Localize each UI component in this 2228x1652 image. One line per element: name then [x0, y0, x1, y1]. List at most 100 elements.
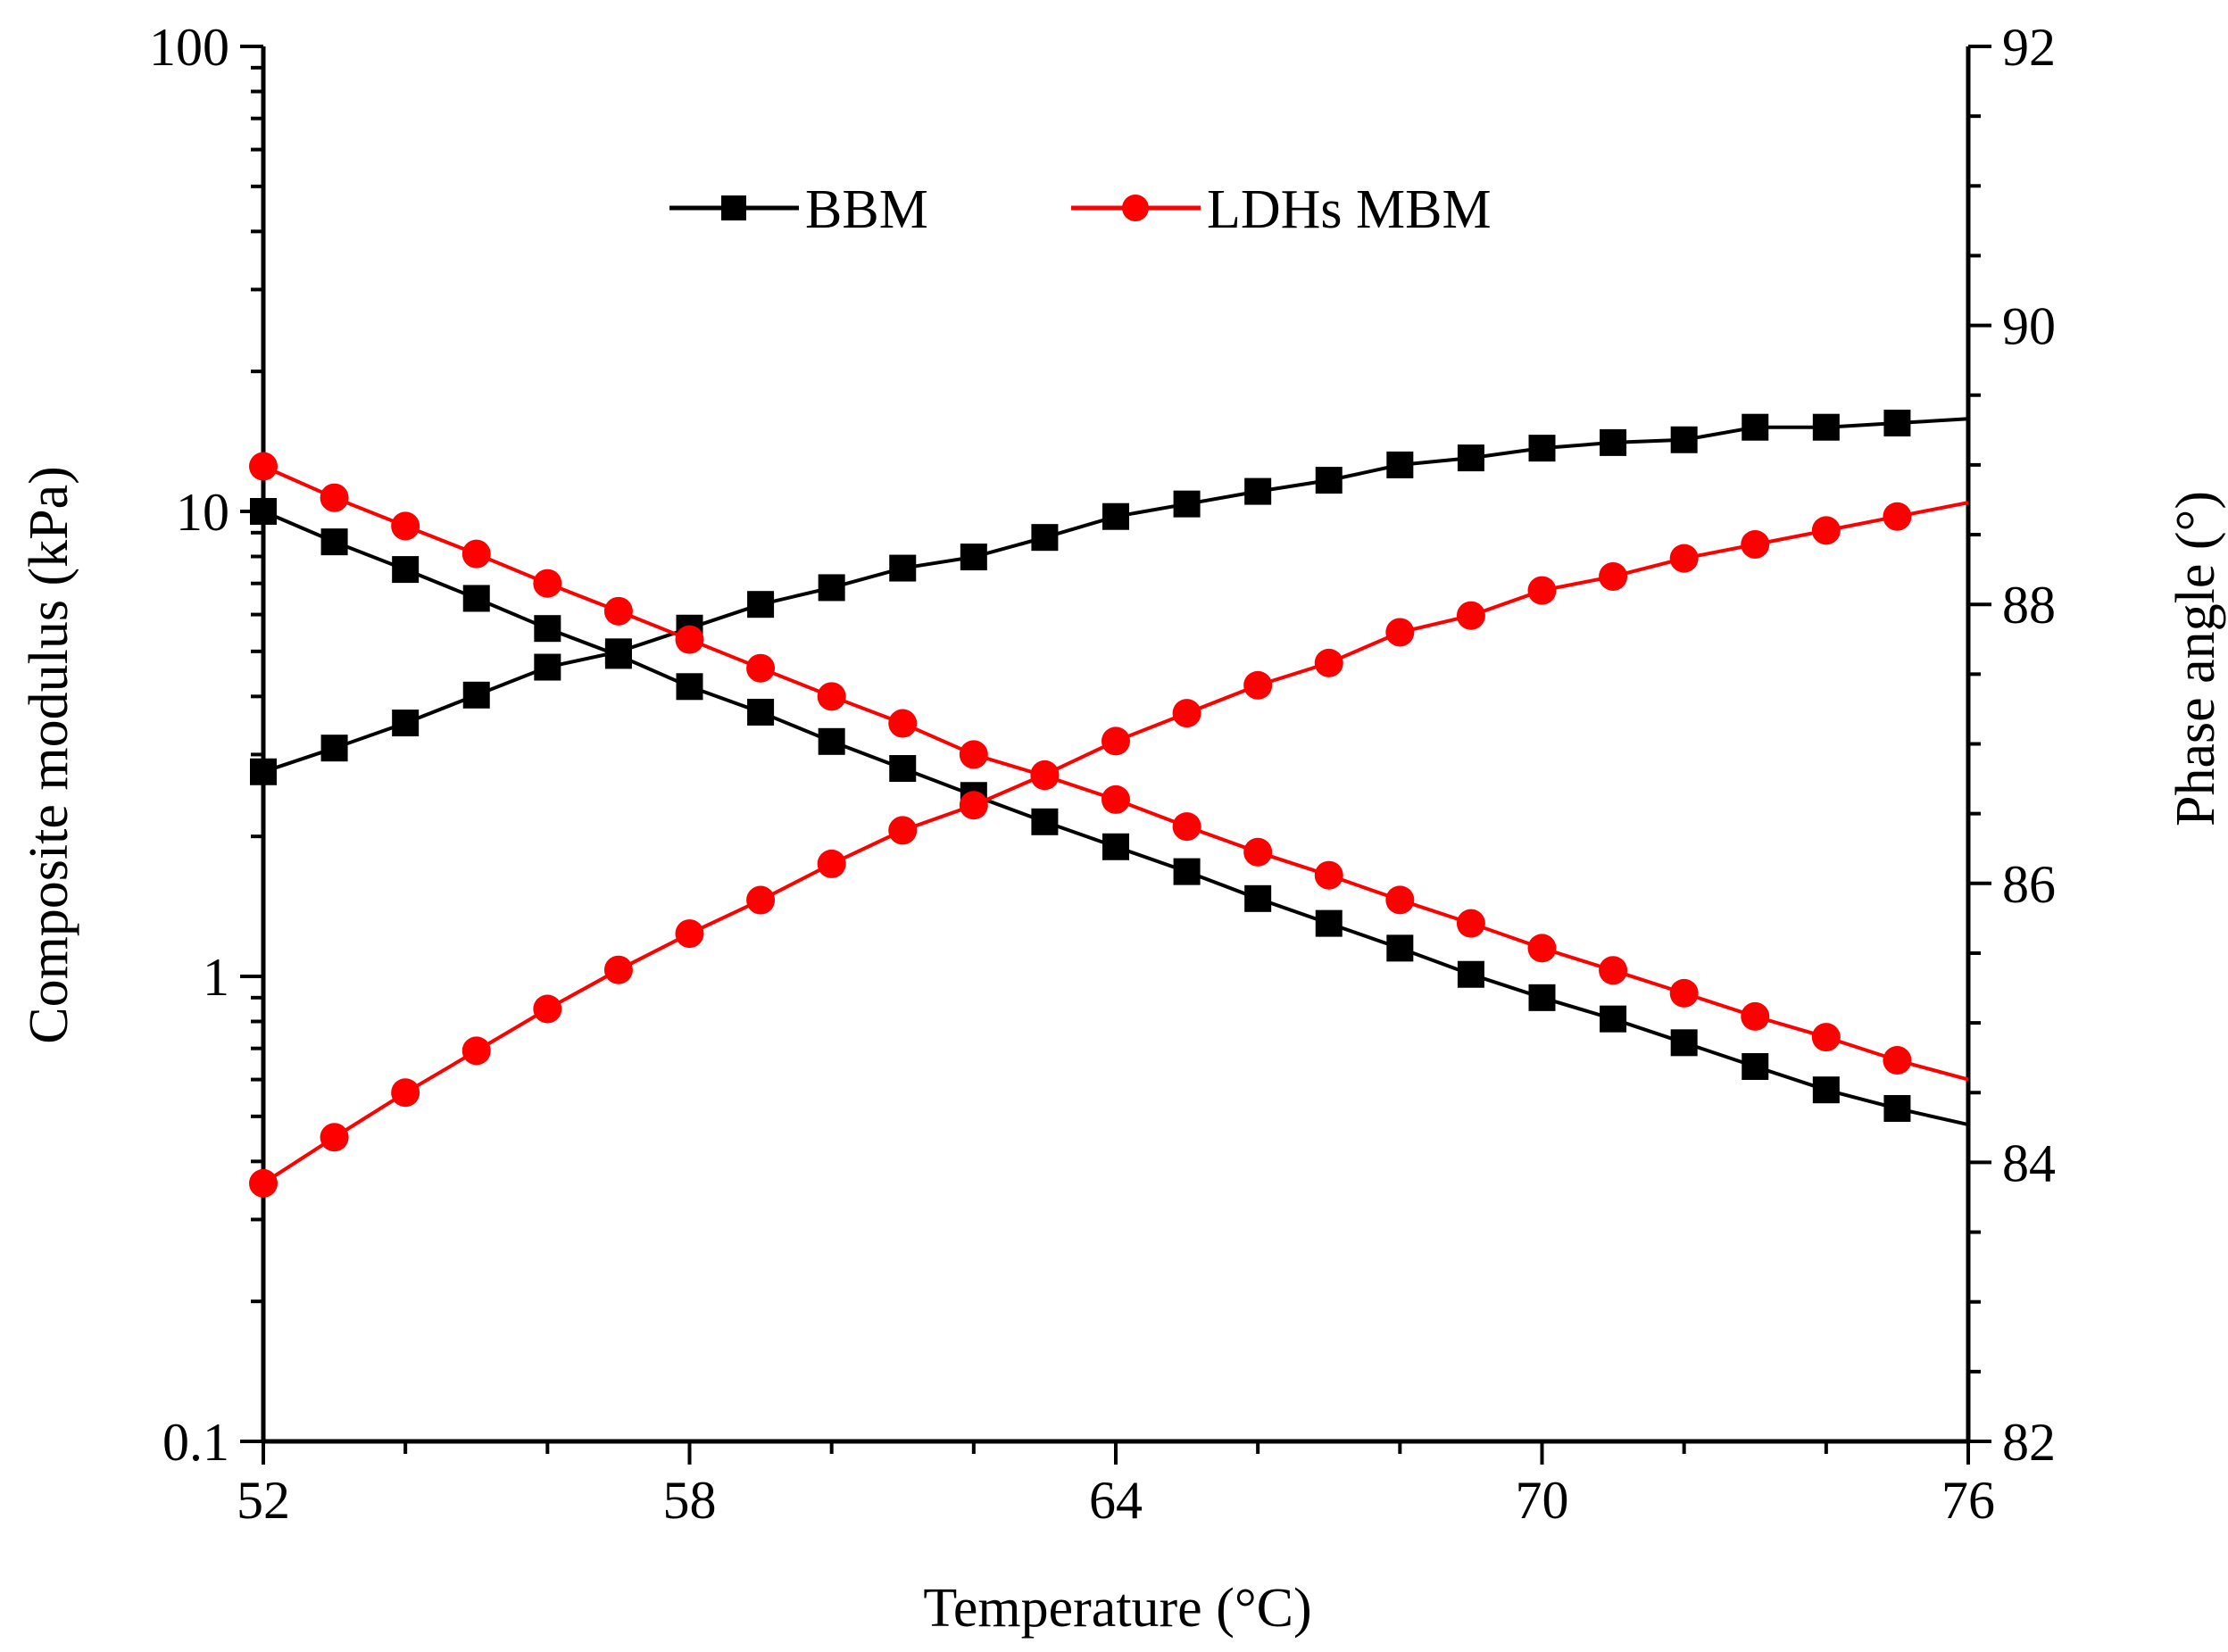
legend-marker-bbm — [721, 195, 746, 220]
axes-layer: 52 58 64 70 76 0.1 1 10 100 82 84 86 88 90 92 — [149, 18, 2056, 1530]
data-point-bbm-modulus — [1742, 1052, 1769, 1080]
data-point-ldhs-mbm-phase-angle — [1883, 502, 1912, 531]
data-point-ldhs-mbm-phase-angle — [746, 885, 776, 915]
data-point-bbm-phase-angle — [1244, 477, 1272, 505]
data-point-bbm-modulus — [676, 673, 703, 701]
legend: BBM LDHs MBM — [669, 179, 1492, 240]
data-point-ldhs-mbm-phase-angle — [1172, 699, 1201, 728]
data-point-bbm-modulus — [1528, 984, 1556, 1011]
data-point-ldhs-mbm-modulus — [603, 596, 633, 626]
data-point-bbm-modulus — [1386, 934, 1414, 962]
data-point-bbm-phase-angle — [889, 554, 917, 582]
data-point-ldhs-mbm-modulus — [1456, 909, 1485, 938]
data-point-bbm-modulus — [1670, 1029, 1698, 1057]
left-y-tick-label: 100 — [149, 18, 229, 77]
data-point-ldhs-mbm-phase-angle — [1669, 544, 1699, 573]
data-point-ldhs-mbm-modulus — [461, 539, 491, 569]
data-point-bbm-modulus — [1173, 858, 1201, 885]
data-point-bbm-modulus — [818, 727, 845, 755]
data-point-bbm-phase-angle — [1812, 413, 1840, 441]
x-tick-label: 64 — [1089, 1471, 1143, 1530]
x-tick-label: 52 — [237, 1471, 290, 1530]
legend-marker-ldhs-mbm — [1122, 195, 1149, 221]
right-y-tick-label: 88 — [2002, 576, 2056, 635]
series-layer — [249, 410, 1969, 1198]
data-point-bbm-phase-angle — [534, 653, 561, 681]
data-point-ldhs-mbm-phase-angle — [461, 1036, 491, 1066]
data-point-bbm-phase-angle — [747, 591, 775, 618]
data-point-bbm-phase-angle — [320, 735, 348, 762]
data-point-ldhs-mbm-modulus — [1811, 1023, 1841, 1052]
data-point-ldhs-mbm-modulus — [1102, 784, 1130, 814]
data-point-bbm-modulus — [1457, 960, 1484, 988]
data-point-bbm-phase-angle — [818, 574, 845, 602]
data-point-bbm-phase-angle — [960, 544, 987, 571]
data-point-bbm-modulus — [889, 755, 917, 783]
right-y-tick-label: 82 — [2002, 1413, 2056, 1472]
left-y-tick-label: 1 — [203, 948, 229, 1007]
data-point-bbm-phase-angle — [1102, 502, 1129, 530]
data-point-bbm-phase-angle — [1031, 524, 1059, 552]
right-y-tick-label: 90 — [2002, 297, 2056, 356]
data-point-ldhs-mbm-phase-angle — [391, 1078, 420, 1108]
data-point-ldhs-mbm-modulus — [817, 682, 846, 711]
data-point-ldhs-mbm-phase-angle — [817, 849, 846, 878]
data-point-ldhs-mbm-modulus — [1741, 1001, 1770, 1031]
data-point-bbm-modulus — [1883, 1094, 1911, 1122]
data-point-ldhs-mbm-modulus — [888, 709, 918, 738]
data-point-ldhs-mbm-modulus — [1385, 885, 1415, 915]
data-point-bbm-modulus — [747, 698, 775, 726]
data-point-ldhs-mbm-modulus — [1669, 978, 1699, 1008]
data-point-ldhs-mbm-modulus — [320, 483, 349, 512]
legend-label-ldhs-mbm: LDHs MBM — [1207, 179, 1492, 240]
data-point-bbm-modulus — [1102, 833, 1129, 860]
right-y-tick-label: 92 — [2002, 18, 2056, 77]
left-y-tick-label: 0.1 — [162, 1413, 229, 1472]
data-point-ldhs-mbm-modulus — [746, 653, 776, 683]
data-point-bbm-phase-angle — [1600, 428, 1627, 456]
right-y-tick-label: 86 — [2002, 855, 2056, 914]
data-point-ldhs-mbm-modulus — [1172, 812, 1201, 842]
data-point-ldhs-mbm-modulus — [1527, 934, 1557, 963]
data-point-ldhs-mbm-phase-angle — [249, 1168, 278, 1198]
right-y-axis-title: Phase angle (°) — [2166, 491, 2226, 826]
right-y-tick-label: 84 — [2002, 1133, 2056, 1192]
x-tick-label: 70 — [1516, 1471, 1569, 1530]
data-point-bbm-modulus — [320, 528, 348, 556]
data-point-bbm-modulus — [392, 556, 420, 584]
data-point-ldhs-mbm-phase-angle — [1030, 760, 1060, 789]
left-y-axis-title: Composite modulus (kPa) — [19, 466, 79, 1044]
data-point-ldhs-mbm-phase-angle — [1527, 576, 1557, 605]
x-axis-title: Temperature (°C) — [923, 1578, 1311, 1639]
data-point-ldhs-mbm-modulus — [1314, 860, 1343, 890]
data-point-bbm-phase-angle — [1742, 413, 1769, 441]
data-point-bbm-phase-angle — [250, 758, 277, 785]
data-point-bbm-modulus — [1031, 808, 1059, 835]
data-point-ldhs-mbm-phase-angle — [1599, 561, 1628, 591]
data-point-bbm-phase-angle — [1883, 410, 1911, 437]
data-point-bbm-modulus — [1600, 1005, 1627, 1033]
data-point-ldhs-mbm-modulus — [391, 511, 420, 541]
data-point-bbm-modulus — [462, 585, 490, 612]
data-point-ldhs-mbm-modulus — [675, 625, 704, 654]
series-line-bbm-phase-angle — [262, 417, 1969, 774]
data-point-bbm-phase-angle — [392, 710, 420, 737]
data-point-bbm-phase-angle — [1315, 467, 1343, 494]
data-point-bbm-phase-angle — [1528, 435, 1556, 462]
data-point-ldhs-mbm-modulus — [1883, 1046, 1912, 1075]
data-point-bbm-modulus — [1812, 1076, 1840, 1104]
data-point-ldhs-mbm-modulus — [533, 569, 562, 598]
data-point-ldhs-mbm-phase-angle — [675, 919, 704, 949]
data-point-ldhs-mbm-phase-angle — [603, 955, 633, 984]
data-point-ldhs-mbm-phase-angle — [1456, 601, 1485, 630]
data-point-bbm-phase-angle — [604, 638, 632, 666]
data-point-ldhs-mbm-phase-angle — [959, 791, 988, 820]
x-tick-label: 58 — [663, 1471, 717, 1530]
data-point-bbm-modulus — [250, 498, 277, 525]
data-point-ldhs-mbm-modulus — [959, 740, 988, 769]
series-line-ldhs-mbm-modulus — [262, 464, 1969, 1082]
data-point-ldhs-mbm-phase-angle — [1314, 648, 1343, 677]
x-tick-label: 76 — [1941, 1471, 1995, 1530]
